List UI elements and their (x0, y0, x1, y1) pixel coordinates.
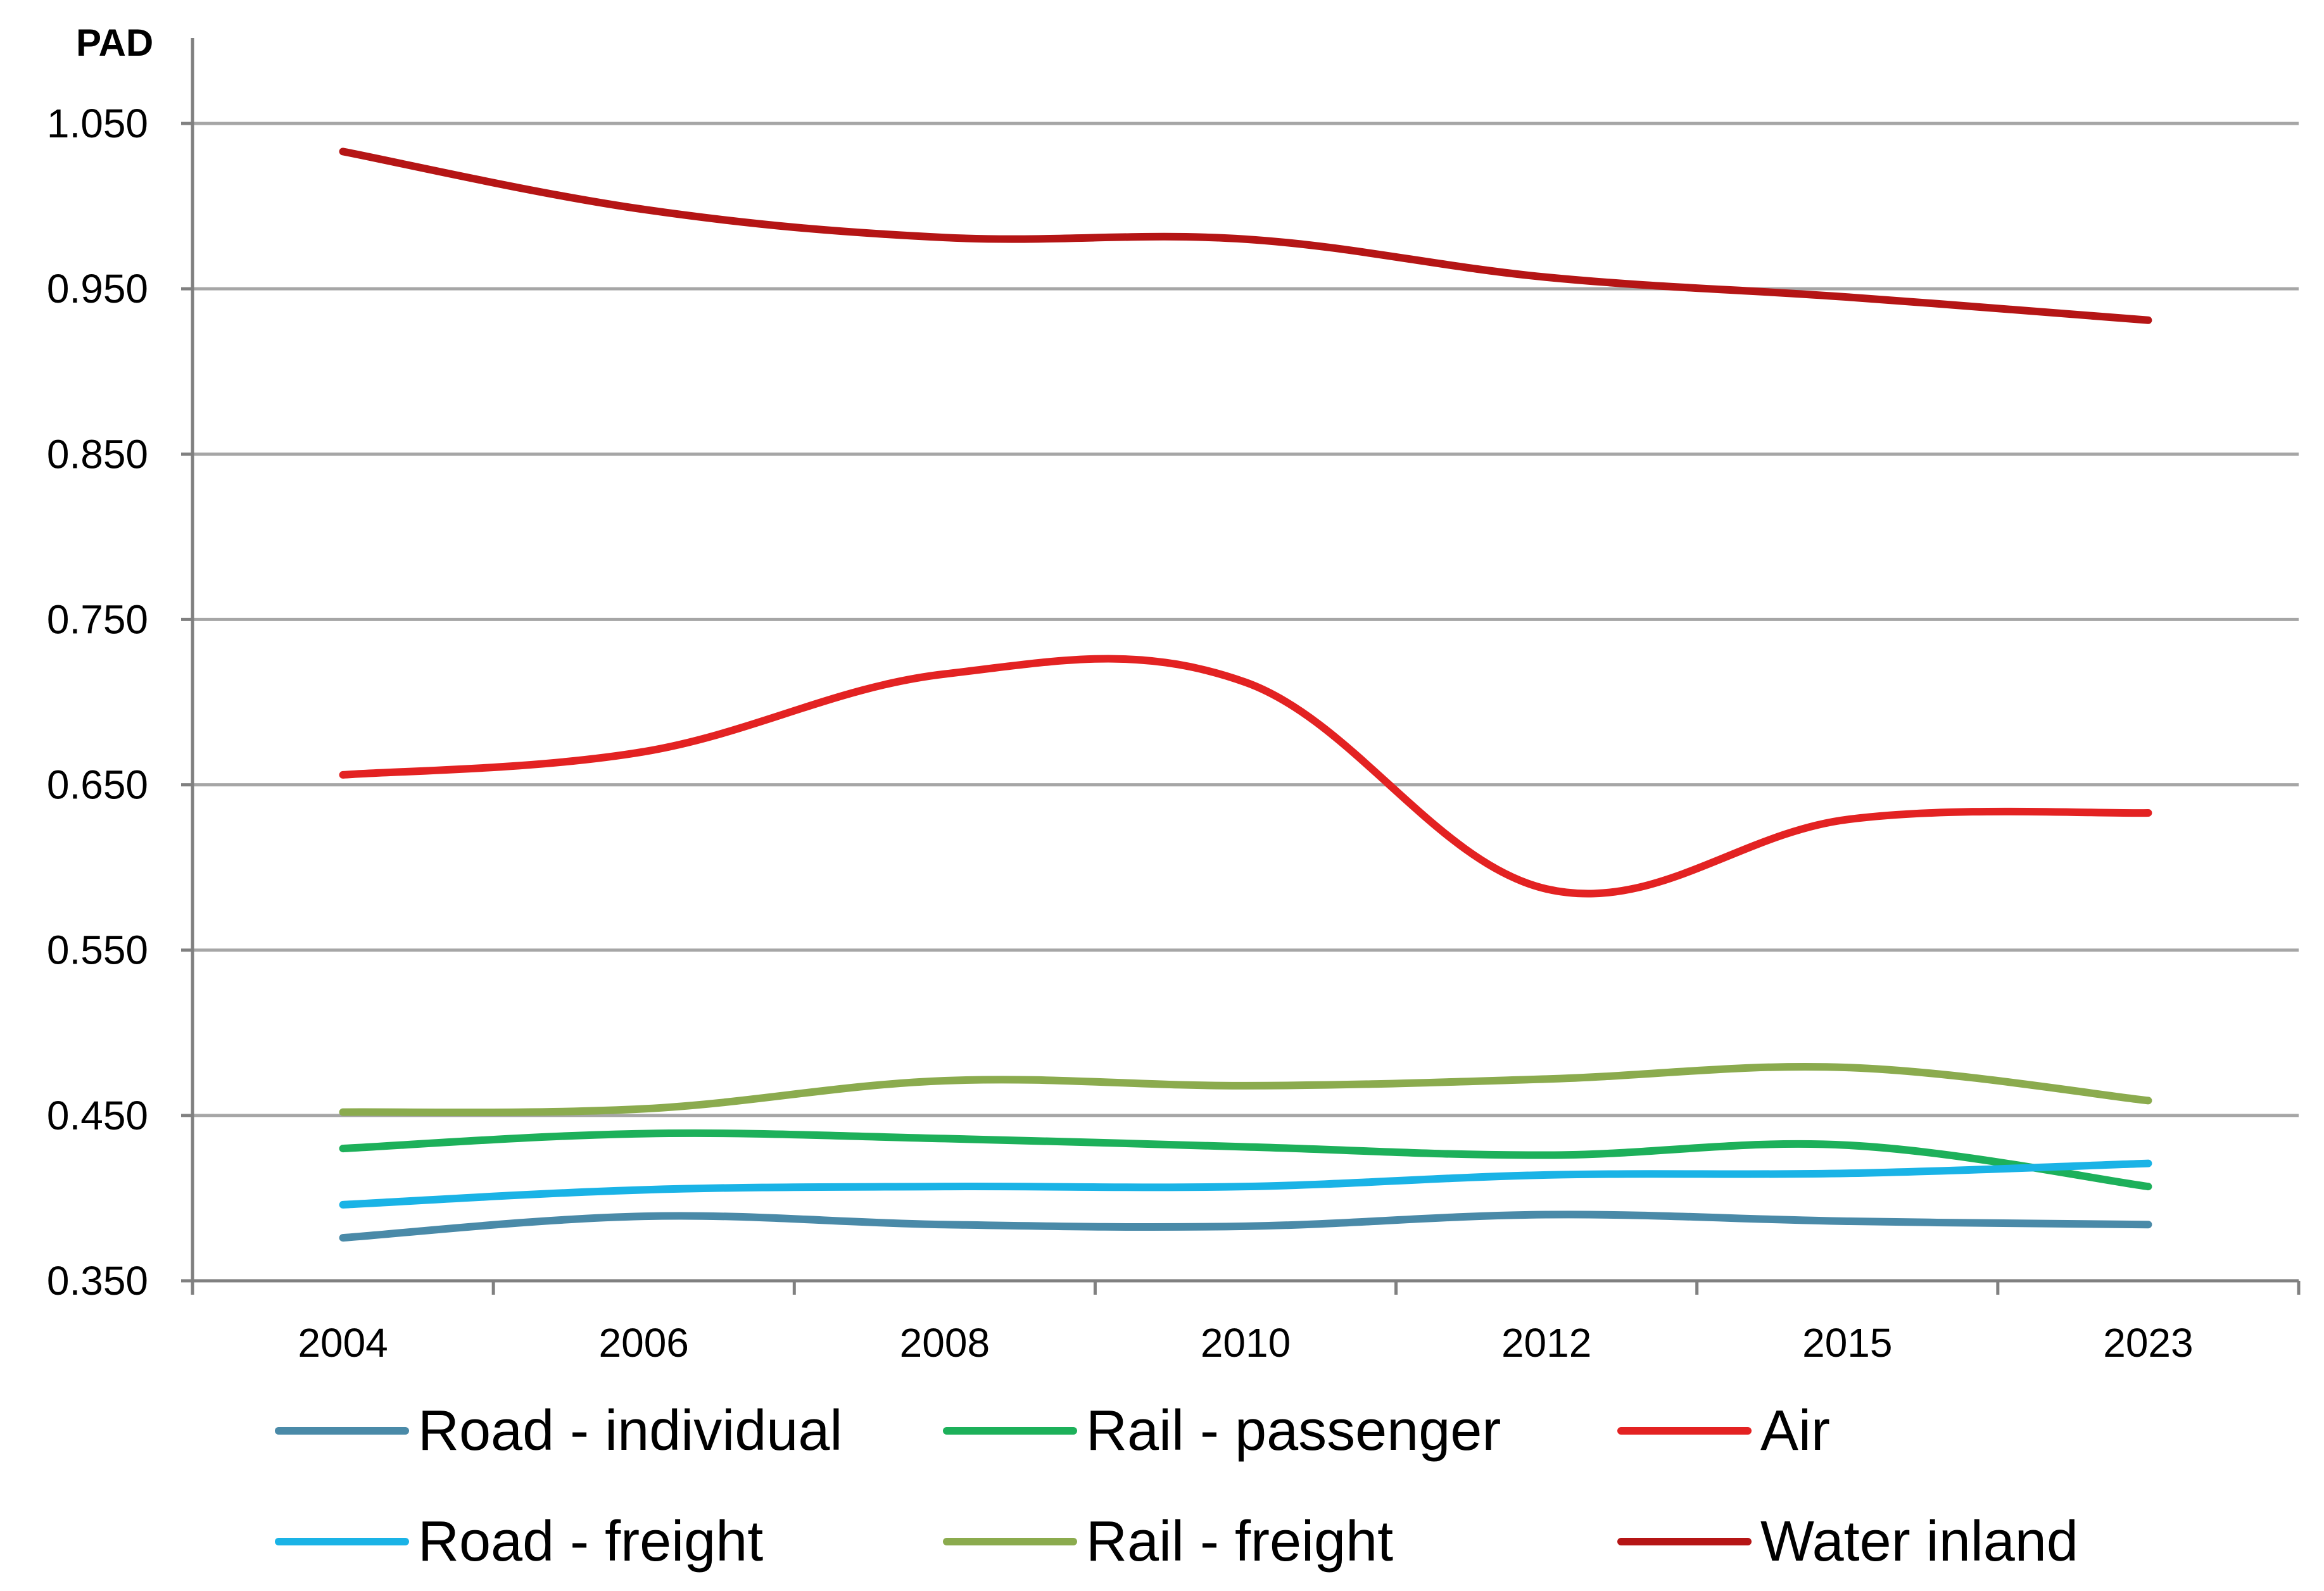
x-tick-label: 2004 (298, 1320, 388, 1366)
x-tick-label: 2012 (1501, 1320, 1591, 1366)
x-tick-label: 2010 (1201, 1320, 1291, 1366)
legend-label: Road - freight (418, 1510, 763, 1573)
y-tick-label: 1.050 (47, 101, 148, 146)
x-tick-label: 2008 (900, 1320, 990, 1366)
x-tick-label: 2015 (1802, 1320, 1892, 1366)
series-line-road-individual (339, 1211, 2152, 1242)
x-tick-labels: 2004 2006 2008 2010 2012 2015 2023 (191, 1281, 2301, 1366)
legend-item-water-inland: Water inland (1617, 1510, 2078, 1573)
legend-label: Rail - passenger (1086, 1399, 1501, 1462)
y-tick-label: 0.350 (47, 1258, 148, 1304)
y-axis-title: PAD (76, 22, 153, 64)
legend-item-road-individual: Road - individual (275, 1399, 842, 1462)
y-tick-label: 0.550 (47, 928, 148, 973)
legend-item-road-freight: Road - freight (275, 1510, 763, 1573)
y-tick-labels: 0.350 0.450 0.550 0.650 0.750 0.850 0.950 1.050 (47, 101, 193, 1304)
legend: Road - individual Rail - passenger Air Road… (275, 1399, 2078, 1573)
y-tick-label: 0.750 (47, 596, 148, 642)
series-line-rail-passenger (339, 1129, 2152, 1191)
legend-label: Road - individual (418, 1399, 842, 1462)
y-tick-label: 0.850 (47, 431, 148, 477)
series-line-rail-freight (339, 1062, 2152, 1117)
gridlines (193, 122, 2299, 1117)
axes (191, 38, 2299, 1293)
series-line-water-inland (339, 148, 2152, 324)
legend-item-air: Air (1617, 1399, 1830, 1462)
x-tick-label: 2006 (599, 1320, 689, 1366)
y-tick-label: 0.450 (47, 1093, 148, 1138)
legend-label: Water inland (1760, 1510, 2078, 1573)
series-lines (339, 148, 2152, 1242)
series-line-road-freight (339, 1159, 2152, 1209)
series-line-air (339, 655, 2152, 898)
legend-item-rail-freight: Rail - freight (943, 1510, 1393, 1573)
x-tick-label: 2023 (2103, 1320, 2193, 1366)
y-tick-label: 0.650 (47, 762, 148, 808)
legend-label: Air (1760, 1399, 1830, 1462)
legend-item-rail-passenger: Rail - passenger (943, 1399, 1501, 1462)
y-tick-label: 0.950 (47, 266, 148, 311)
legend-label: Rail - freight (1086, 1510, 1393, 1573)
